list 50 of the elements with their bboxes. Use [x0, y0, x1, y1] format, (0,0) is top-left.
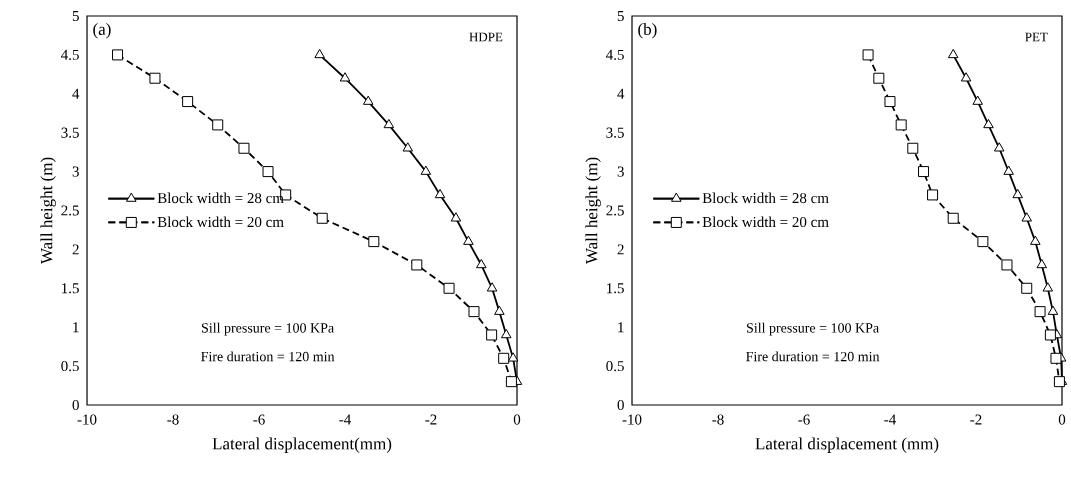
legend-label: Block width = 20 cm	[157, 216, 284, 228]
y-tick-label: 0	[72, 399, 79, 411]
y-axis-title: Wall height (m)	[40, 157, 56, 265]
annotation: Fire duration = 120 min	[746, 351, 880, 362]
annotation: (a)	[93, 23, 111, 39]
y-tick-label: 2.5	[606, 205, 624, 216]
y-tick-label: 1.5	[607, 283, 624, 294]
y-tick-label: 2	[72, 244, 79, 255]
y-tick-label: 5	[617, 11, 624, 21]
y-tick-label: 5	[72, 11, 79, 21]
y-axis-title: Wall height (m)	[585, 157, 601, 265]
y-tick-label: 4	[617, 88, 625, 99]
y-tick-label: 4.5	[606, 49, 624, 60]
x-tick-label: -8	[712, 414, 724, 425]
legend-label: Block width = 28 cm	[702, 192, 829, 204]
y-tick-label: 4.5	[61, 49, 79, 60]
y-tick-label: 3	[617, 166, 624, 177]
y-tick-label: 2	[617, 244, 624, 255]
annotation: (b)	[638, 23, 657, 39]
x-tick-label: -2	[425, 414, 437, 425]
x-tick-label: -4	[884, 414, 897, 425]
x-axis-title: Lateral displacement(mm)	[212, 437, 392, 453]
y-tick-label: 3	[72, 166, 79, 177]
x-tick-label: 0	[513, 414, 521, 425]
annotation: Sill pressure = 100 KPa	[202, 322, 334, 336]
x-tick-label: -10	[77, 414, 97, 425]
y-tick-label: 4	[72, 88, 80, 99]
y-tick-label: 0.5	[61, 360, 79, 372]
annotation: PET	[1025, 32, 1048, 42]
x-tick-label: -2	[970, 414, 982, 425]
legend-label: Block width = 20 cm	[702, 216, 829, 228]
x-tick-label: -10	[622, 414, 642, 425]
annotation: HDPE	[469, 32, 503, 42]
x-tick-label: -8	[167, 414, 179, 425]
y-tick-label: 1	[73, 322, 79, 333]
y-tick-label: 3.5	[606, 127, 624, 138]
annotation: Sill pressure = 100 KPa	[746, 322, 879, 336]
x-tick-label: -6	[253, 414, 265, 425]
y-tick-label: 3.5	[61, 127, 79, 138]
legend-label: Block width = 28 cm	[157, 192, 284, 204]
y-tick-label: 1	[618, 322, 624, 333]
y-tick-label: 1.5	[62, 283, 79, 294]
y-tick-label: 0	[617, 399, 624, 411]
y-tick-label: 0.5	[606, 360, 624, 372]
annotation: Fire duration = 120 min	[201, 351, 335, 362]
y-tick-label: 2.5	[61, 205, 79, 216]
x-tick-label: -4	[339, 414, 352, 425]
x-tick-label: 0	[1058, 414, 1066, 425]
x-tick-label: -6	[798, 414, 810, 425]
x-axis-title: Lateral displacement (mm)	[755, 437, 939, 453]
